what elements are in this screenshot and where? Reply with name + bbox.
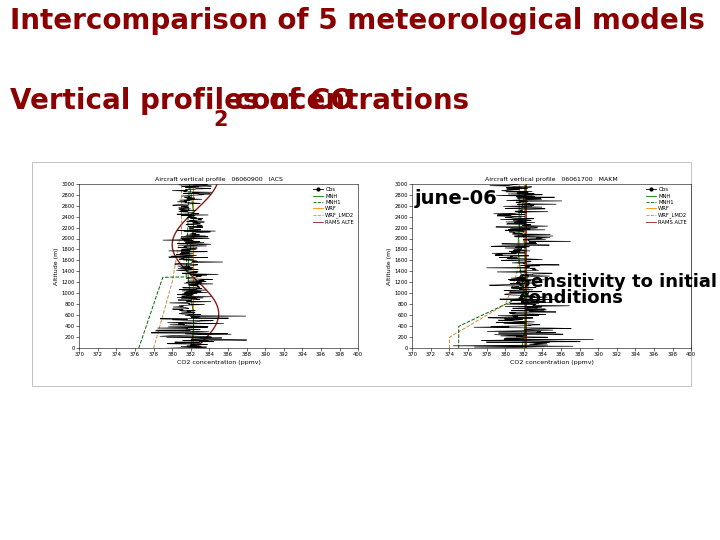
X-axis label: CO2 concentration (ppmv): CO2 concentration (ppmv) — [510, 360, 593, 365]
Text: Sensitivity to initial: Sensitivity to initial — [518, 273, 717, 291]
Text: Vertical profiles of CO: Vertical profiles of CO — [10, 87, 354, 115]
Text: june-06: june-06 — [415, 188, 498, 207]
Title: Aircraft vertical profile   06060900   IACS: Aircraft vertical profile 06060900 IACS — [155, 177, 283, 182]
Legend: Obs, MNH, MNH1, WRF, WRF_LMD2, RAMS ALTE: Obs, MNH, MNH1, WRF, WRF_LMD2, RAMS ALTE — [644, 186, 688, 226]
Title: Aircraft vertical profile   06061700   MAKM: Aircraft vertical profile 06061700 MAKM — [485, 177, 618, 182]
Text: concentrations: concentrations — [225, 87, 469, 115]
Text: conditions: conditions — [518, 289, 623, 307]
X-axis label: CO2 concentration (ppmv): CO2 concentration (ppmv) — [177, 360, 261, 365]
Text: 2: 2 — [213, 110, 228, 130]
Legend: Obs, MNH, MNH1, WRF, WRF_LMD2, RAMS ALTE: Obs, MNH, MNH1, WRF, WRF_LMD2, RAMS ALTE — [312, 186, 356, 226]
Text: Intercomparison of 5 meteorological models: Intercomparison of 5 meteorological mode… — [10, 7, 705, 35]
Y-axis label: Altitude (m): Altitude (m) — [387, 247, 392, 285]
Y-axis label: Altitude (m): Altitude (m) — [54, 247, 59, 285]
